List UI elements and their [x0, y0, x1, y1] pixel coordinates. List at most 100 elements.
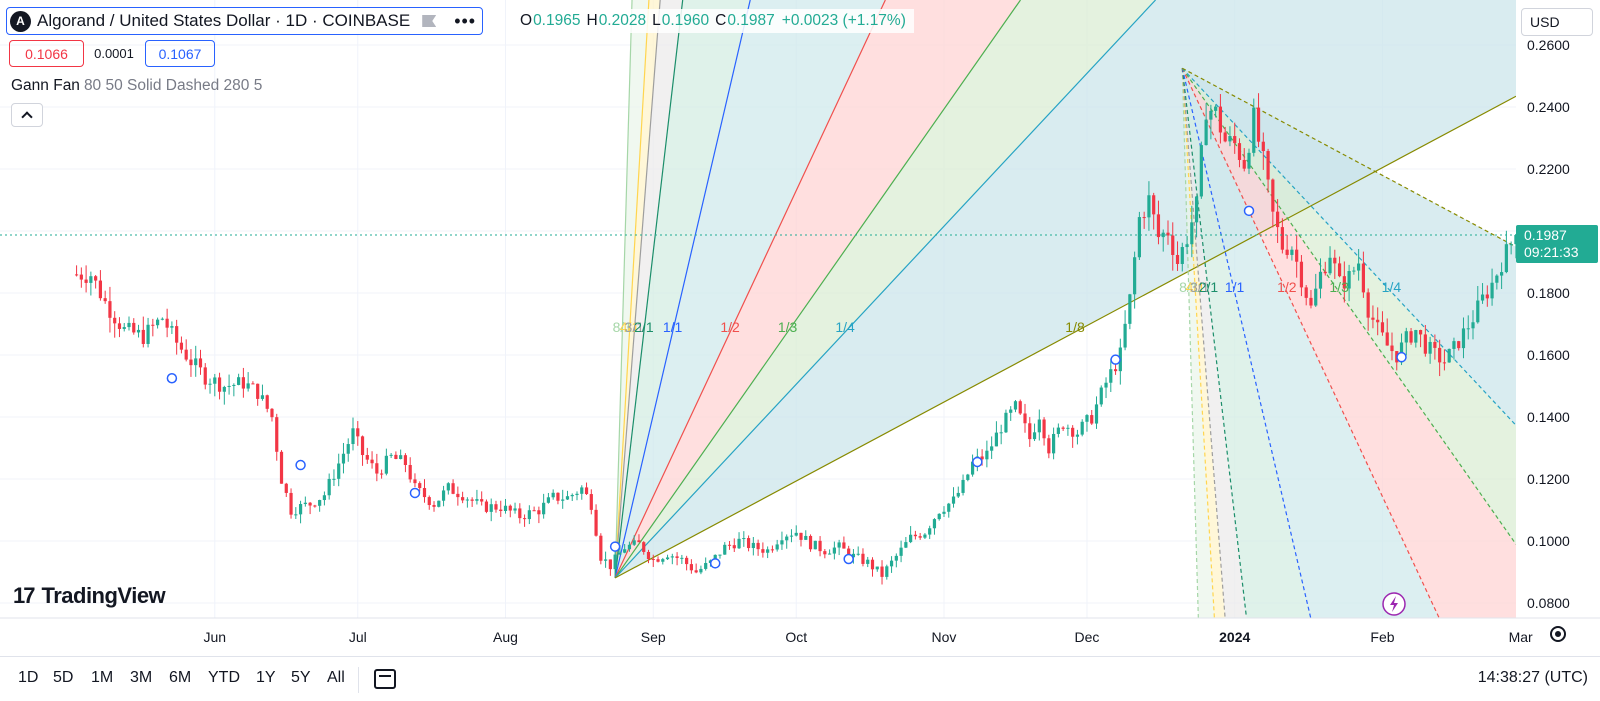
candle-body: [1252, 107, 1256, 153]
range-all-button[interactable]: All: [327, 669, 345, 686]
candle-body: [604, 559, 608, 561]
candle-body: [318, 500, 322, 506]
candle-body: [241, 377, 245, 389]
candle-body: [213, 377, 217, 384]
indicator-legend[interactable]: Gann Fan 80 50 Solid Dashed 280 5: [11, 77, 262, 95]
date-range-icon[interactable]: [374, 669, 396, 689]
candle-body: [623, 549, 627, 553]
spread-value: 0.0001: [94, 46, 134, 61]
candle-body: [889, 560, 894, 567]
candle-body: [1209, 110, 1213, 120]
candle-body: [642, 542, 646, 552]
candle-body: [980, 456, 984, 460]
candle-body: [527, 510, 531, 520]
candle-body: [537, 510, 541, 515]
candle-body: [608, 559, 612, 570]
candle-body: [823, 551, 827, 555]
utc-clock[interactable]: 14:38:27 (UTC): [1477, 669, 1588, 686]
range-1m-button[interactable]: 1M: [91, 669, 114, 686]
event-markers[interactable]: [166, 205, 1407, 569]
candle-body: [599, 535, 603, 561]
candle-body: [1171, 235, 1175, 255]
gann-fan-lines[interactable]: [614, 0, 1517, 619]
candle-body: [956, 492, 960, 497]
gann-fan-1-line-8-1: [614, 0, 633, 578]
candle-body: [970, 461, 975, 475]
range-ytd-button[interactable]: YTD: [208, 669, 240, 686]
candle-body: [646, 551, 651, 560]
candle-body: [1237, 143, 1242, 160]
candle-body: [322, 495, 327, 501]
candle-body: [1442, 362, 1447, 364]
candle-body: [718, 554, 722, 556]
last-price-label: 0.1987 09:21:33: [1516, 225, 1598, 264]
candle-body: [175, 326, 179, 343]
symbol-header[interactable]: A Algorand / United States Dollar · 1D ·…: [6, 7, 484, 35]
gann-fan-1-label-1-3: 1/3: [778, 319, 798, 335]
candle-body: [370, 459, 374, 464]
candle-body: [155, 319, 160, 326]
bar-countdown: 09:21:33: [1524, 244, 1579, 261]
candle-body: [232, 384, 236, 386]
candle-body: [141, 329, 145, 344]
candle-body: [1152, 195, 1156, 215]
candle-body: [451, 483, 455, 494]
candle-body: [780, 540, 784, 545]
candle-body: [937, 513, 941, 520]
gann-fan-1-label-1-2: 1/2: [720, 319, 740, 335]
candle-body: [1113, 369, 1118, 372]
candle-body: [651, 559, 655, 561]
time-tick-label: Dec: [1075, 629, 1100, 645]
candle-body: [627, 544, 632, 550]
candle-body: [1295, 249, 1299, 262]
candle-body: [556, 492, 560, 501]
candle-body: [260, 395, 265, 399]
candle-body: [279, 451, 284, 484]
range-1d-button[interactable]: 1D: [18, 669, 39, 686]
currency-select[interactable]: USD: [1521, 8, 1593, 36]
flag-icon[interactable]: [422, 15, 437, 27]
gann-fan-1-line-3-1: [614, 0, 661, 578]
candle-body: [470, 499, 474, 501]
candle-body: [1009, 409, 1013, 413]
candle-body: [437, 500, 441, 507]
candle-body: [289, 492, 293, 515]
range-6m-button[interactable]: 6M: [169, 669, 192, 686]
ask-price-button[interactable]: 0.1067: [145, 40, 215, 67]
gann-fan-1-line-4-1: [614, 0, 650, 578]
candle-body: [298, 504, 303, 515]
price-chart[interactable]: 8/14/13/12/1 1/1 1/2 1/3 1/4 1/88/14/13/12/1 1…: [0, 0, 1600, 656]
candle-body: [122, 327, 126, 329]
candle-body: [1166, 232, 1170, 236]
toolbar-divider: [358, 667, 359, 693]
more-dots-icon[interactable]: •••: [454, 11, 477, 31]
candle-body: [251, 383, 255, 385]
alert-icon[interactable]: [1382, 592, 1406, 616]
candle-body: [794, 532, 798, 536]
bid-price-button[interactable]: 0.1066: [9, 40, 84, 67]
candle-body: [570, 494, 574, 497]
range-3m-button[interactable]: 3M: [130, 669, 153, 686]
candle-body: [665, 557, 670, 560]
candle-body: [189, 359, 193, 366]
candle-body: [1013, 401, 1018, 410]
candle-body: [1290, 249, 1294, 255]
candle-body: [384, 455, 388, 474]
collapse-legend-button[interactable]: [11, 103, 43, 127]
candle-body: [675, 556, 679, 558]
gann-fan-1-line-1-8: [614, 95, 1517, 579]
range-5y-button[interactable]: 5Y: [291, 669, 311, 686]
range-1y-button[interactable]: 1Y: [256, 669, 276, 686]
range-5d-button[interactable]: 5D: [53, 669, 74, 686]
candle-body: [1433, 341, 1437, 348]
candle-body: [942, 511, 946, 514]
gann-fan-2-label-2-1: 2/1: [1199, 279, 1219, 295]
tradingview-logo[interactable]: 17 TradingView: [13, 583, 166, 609]
candle-body: [837, 542, 841, 548]
symbol-title[interactable]: Algorand / United States Dollar · 1D · C…: [37, 11, 411, 30]
candle-body: [170, 326, 174, 328]
candle-body: [513, 508, 517, 511]
chart-settings-gear-icon[interactable]: [1550, 626, 1566, 642]
candle-body: [656, 559, 660, 562]
price-tick-label: 0.2600: [1527, 37, 1570, 53]
